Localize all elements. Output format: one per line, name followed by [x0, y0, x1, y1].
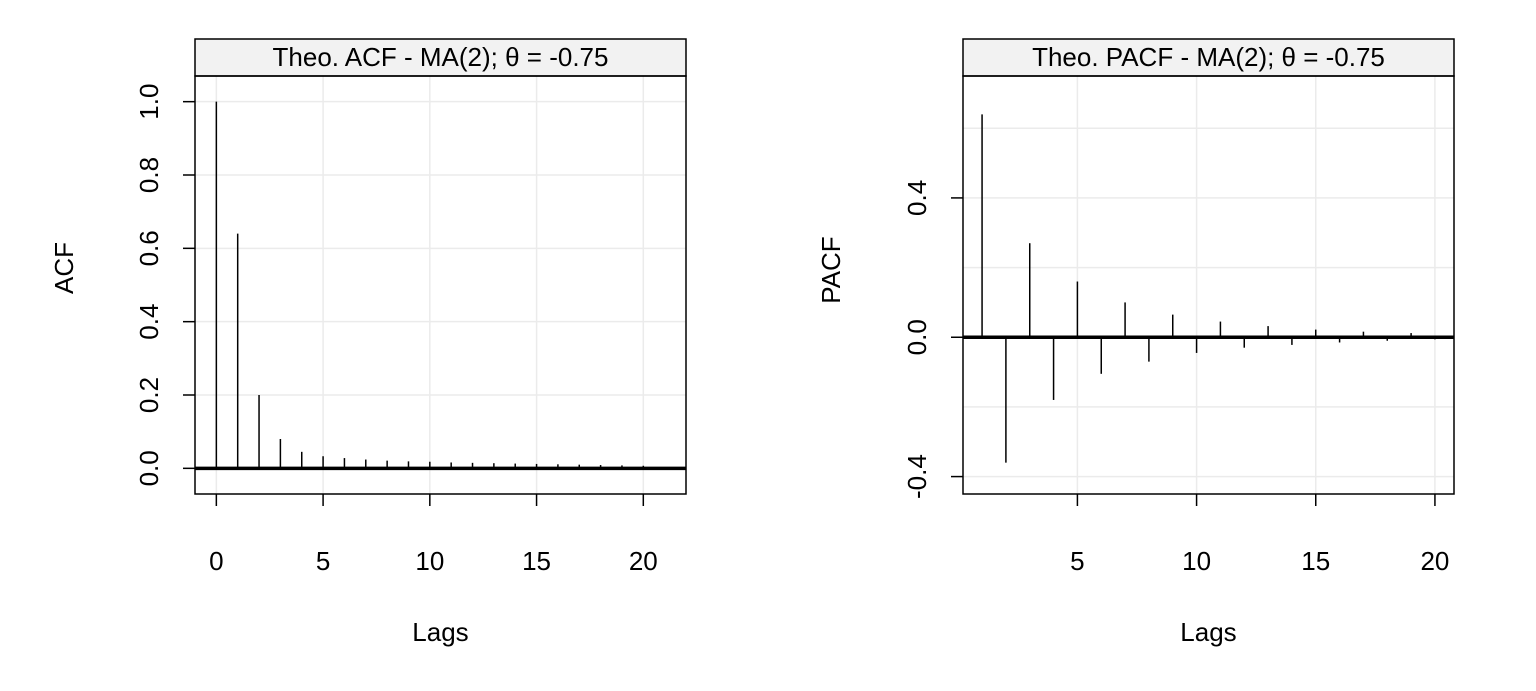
pacf-y-tick-label: -0.4	[902, 454, 932, 499]
acf-y-tick-label: 0.2	[134, 377, 164, 413]
pacf-y-tick-label: 0.0	[902, 319, 932, 355]
acf-y-tick-label: 0.4	[134, 304, 164, 340]
pacf-panel: Theo. PACF - MA(2); θ = -0.75 5 10 15 20 -0…	[816, 38, 1455, 647]
acf-title: Theo. ACF - MA(2); θ = -0.75	[273, 42, 609, 72]
acf-grid	[195, 76, 686, 494]
pacf-marks	[963, 114, 1454, 463]
pacf-x-tick-label: 15	[1301, 546, 1330, 576]
acf-x-tick-label: 15	[522, 546, 551, 576]
acf-x-tick-label: 10	[415, 546, 444, 576]
acf-x-tick-label: 0	[209, 546, 223, 576]
acf-y-label: ACF	[49, 242, 79, 294]
pacf-grid	[963, 76, 1454, 494]
acf-y-tick-label: 0.6	[134, 230, 164, 266]
acf-y-axis: 0.0 0.2 0.4 0.6 0.8 1.0	[134, 84, 195, 486]
pacf-y-tick-label: 0.4	[902, 180, 932, 216]
pacf-y-axis: -0.4 0.0 0.4	[902, 180, 963, 499]
acf-y-tick-label: 0.8	[134, 157, 164, 193]
acf-x-axis: 0 5 10 15 20	[209, 494, 658, 576]
pacf-x-tick-label: 10	[1182, 546, 1211, 576]
acf-marks	[195, 101, 686, 471]
pacf-x-tick-label: 20	[1420, 546, 1449, 576]
acf-x-tick-label: 5	[316, 546, 330, 576]
pacf-strip	[962, 38, 1455, 77]
pacf-plot-frame	[962, 75, 1455, 495]
acf-x-tick-label: 20	[629, 546, 658, 576]
pacf-y-label: PACF	[816, 236, 846, 303]
pacf-x-axis: 5 10 15 20	[1070, 494, 1449, 576]
acf-x-label: Lags	[412, 617, 468, 647]
pacf-x-tick-label: 5	[1070, 546, 1084, 576]
pacf-title: Theo. PACF - MA(2); θ = -0.75	[1032, 42, 1385, 72]
pacf-x-label: Lags	[1180, 617, 1236, 647]
acf-y-tick-label: 0.0	[134, 450, 164, 486]
acf-plot-frame	[194, 75, 687, 495]
acf-panel: Theo. ACF - MA(2); θ = -0.75 0 5 10 15 20 0.…	[49, 38, 687, 647]
acf-strip	[194, 38, 687, 77]
acf-y-tick-label: 1.0	[134, 84, 164, 120]
